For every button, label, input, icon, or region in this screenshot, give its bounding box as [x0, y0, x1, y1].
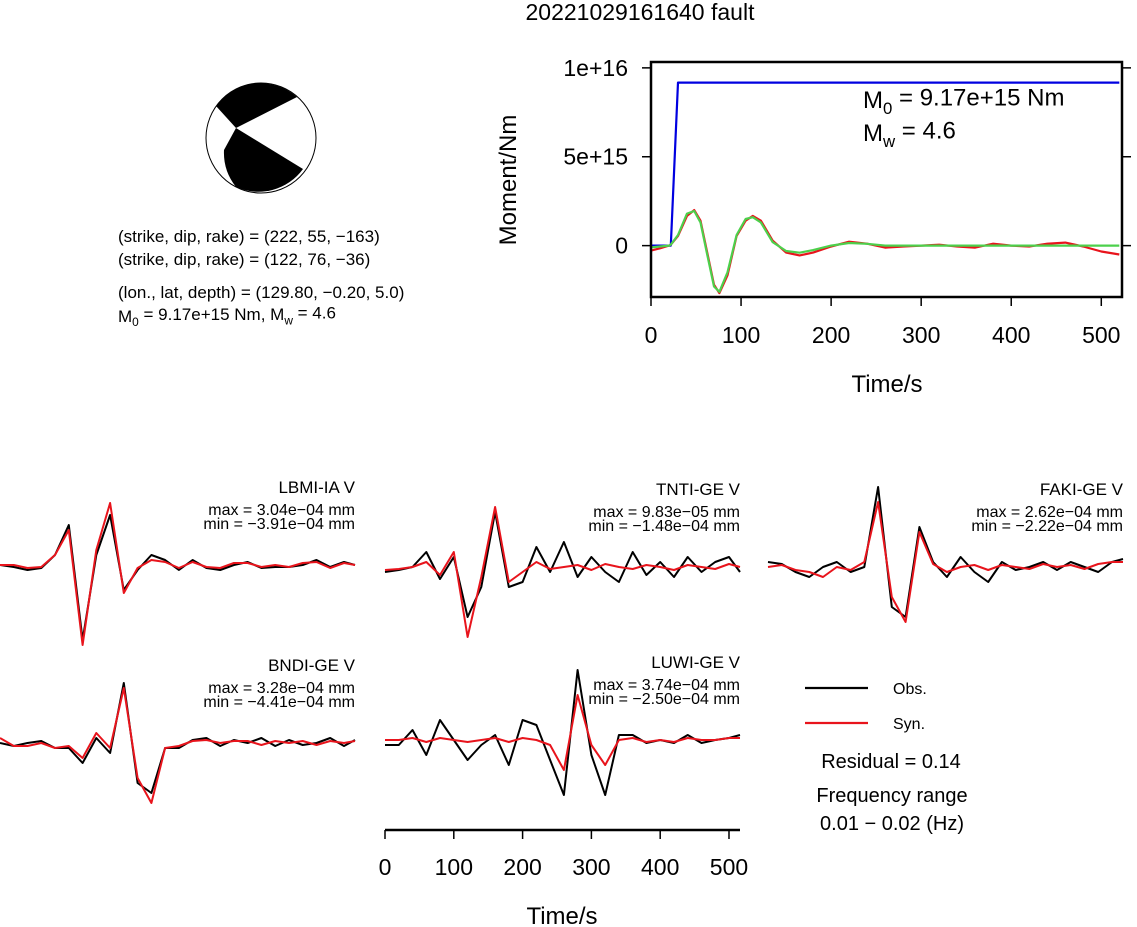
station-min: min = −2.22e−04 mm: [971, 518, 1123, 535]
legend-label: Syn.: [893, 716, 925, 733]
text-part: M: [118, 307, 132, 326]
subscript: w: [882, 132, 896, 151]
series-line: [651, 209, 1120, 293]
x-axis-label: Time/s: [851, 371, 922, 398]
beachball-quadrant: [216, 83, 297, 128]
text-part: = 9.17e+15 Nm, M: [139, 305, 285, 324]
station-name: BNDI-GE V: [268, 656, 356, 675]
x-tick-label: 200: [503, 854, 541, 880]
synthetic-trace: [385, 694, 740, 771]
x-tick-label: 300: [902, 322, 940, 348]
y-tick-label: 1e+16: [563, 55, 628, 81]
chart-title: 20221029161640 fault: [526, 0, 756, 25]
x-tick-label: 500: [710, 854, 748, 880]
residual: Residual = 0.14: [821, 751, 961, 773]
y-tick-label: 5e+15: [563, 144, 628, 170]
station-name: LBMI-IA V: [278, 478, 355, 497]
y-tick-label: 0: [615, 233, 628, 259]
station-max: max = 3.04e−04 mm: [208, 502, 355, 519]
station-min: min = −1.48e−04 mm: [588, 518, 740, 535]
legend-label: Obs.: [893, 681, 927, 698]
x-tick-label: 300: [572, 854, 610, 880]
series-line: [651, 209, 1120, 295]
text-part: M: [863, 87, 883, 114]
x-tick-label: 400: [992, 322, 1030, 348]
annotation: Mw = 4.6: [863, 117, 956, 150]
station-min: min = −3.91e−04 mm: [203, 516, 355, 533]
beachball: [205, 82, 317, 194]
station-name: LUWI-GE V: [651, 653, 740, 672]
frequency-range: Frequency range: [816, 785, 967, 807]
x-tick-label: 200: [812, 322, 850, 348]
synthetic-trace: [767, 501, 1123, 623]
mechanism-text: (strike, dip, rake) = (222, 55, −163): [118, 227, 380, 246]
x-tick-label: 100: [722, 322, 760, 348]
station-max: max = 9.83e−05 mm: [593, 504, 740, 521]
station-max: max = 3.28e−04 mm: [208, 680, 355, 697]
x-tick-label: 400: [641, 854, 679, 880]
synthetic-trace: [0, 687, 356, 804]
mechanism-text: (strike, dip, rake) = (122, 76, −36): [118, 250, 370, 269]
synthetic-trace: [0, 502, 356, 646]
frequency-range: 0.01 − 0.02 (Hz): [820, 813, 964, 835]
station-name: FAKI-GE V: [1040, 480, 1124, 499]
observed-trace: [385, 669, 741, 796]
plot-area: [651, 81, 1120, 295]
beachball-quadrant: [223, 128, 303, 192]
text-part: = 4.6: [895, 117, 956, 144]
subscript: 0: [132, 315, 139, 329]
synthetic-trace: [384, 506, 741, 638]
subscript: 0: [883, 99, 892, 118]
text-part: = 4.6: [293, 303, 336, 322]
station-name: TNTI-GE V: [656, 480, 741, 499]
observed-trace: [0, 514, 356, 641]
observed-trace: [384, 511, 741, 618]
y-axis-label: Moment/Nm: [495, 115, 522, 246]
text-part: M: [863, 120, 883, 147]
station-min: min = −4.41e−04 mm: [203, 694, 355, 711]
x-tick-label: 100: [435, 854, 473, 880]
series-line: [651, 81, 1120, 247]
station-max: max = 3.74e−04 mm: [593, 677, 740, 694]
station-max: max = 2.62e−04 mm: [976, 504, 1123, 521]
station-min: min = −2.50e−04 mm: [588, 691, 740, 708]
mechanism-text: (lon., lat, depth) = (129.80, −0.20, 5.0…: [118, 283, 404, 302]
plot-frame: [649, 60, 1124, 299]
x-tick-label: 0: [379, 854, 392, 880]
x-tick-label: 0: [645, 322, 658, 348]
text-part: = 9.17e+15 Nm: [892, 84, 1064, 111]
annotation: M0 = 9.17e+15 Nm: [863, 84, 1064, 117]
x-tick-label: 500: [1082, 322, 1120, 348]
mechanism-moment: M0 = 9.17e+15 Nm, Mw = 4.6: [118, 303, 336, 329]
x-axis-label: Time/s: [526, 903, 597, 927]
subscript: w: [283, 313, 293, 327]
